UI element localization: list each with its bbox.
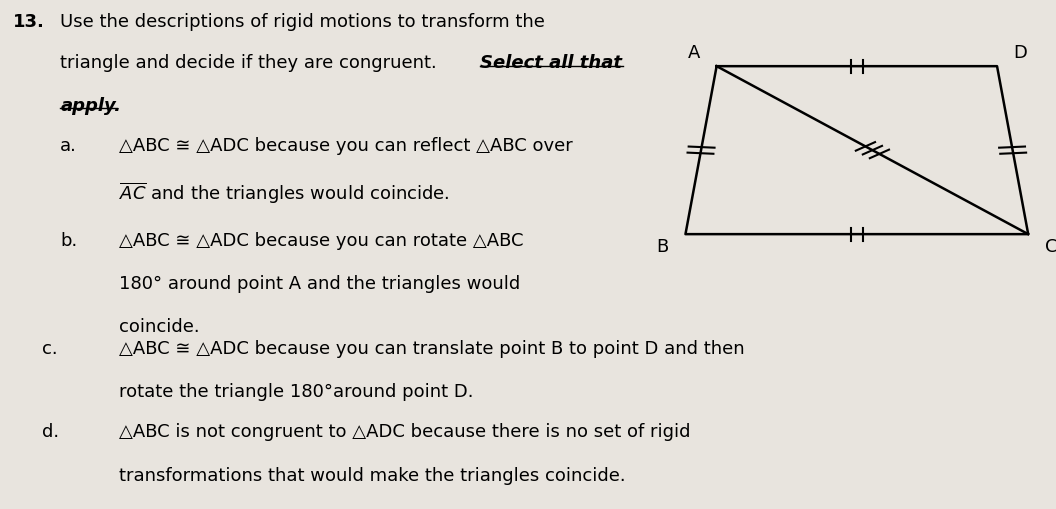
Text: 13.: 13.: [13, 13, 44, 31]
Text: D: D: [1014, 44, 1027, 62]
Text: a.: a.: [60, 137, 77, 155]
Text: d.: d.: [41, 423, 59, 441]
Text: A: A: [687, 44, 700, 62]
Text: Select all that: Select all that: [479, 54, 622, 72]
Text: rotate the triangle 180°around point D.: rotate the triangle 180°around point D.: [119, 383, 474, 401]
Text: triangle and decide if they are congruent.: triangle and decide if they are congruen…: [60, 54, 449, 72]
Text: △ABC ≅ △ADC because you can rotate △ABC: △ABC ≅ △ADC because you can rotate △ABC: [119, 232, 524, 249]
Text: △ABC ≅ △ADC because you can reflect △ABC over: △ABC ≅ △ADC because you can reflect △ABC…: [119, 137, 573, 155]
Text: C: C: [1044, 238, 1056, 256]
Text: b.: b.: [60, 232, 77, 249]
Text: Use the descriptions of rigid motions to transform the: Use the descriptions of rigid motions to…: [60, 13, 545, 31]
Text: △ABC is not congruent to △ADC because there is no set of rigid: △ABC is not congruent to △ADC because th…: [119, 423, 691, 441]
Text: coincide.: coincide.: [119, 318, 200, 336]
Text: apply.: apply.: [60, 97, 121, 115]
Text: 180° around point A and the triangles would: 180° around point A and the triangles wo…: [119, 275, 521, 293]
Text: transformations that would make the triangles coincide.: transformations that would make the tria…: [119, 467, 626, 485]
Text: $\overline{AC}$ and the triangles would coincide.: $\overline{AC}$ and the triangles would …: [119, 181, 450, 206]
Text: △ABC ≅ △ADC because you can translate point B to point D and then: △ABC ≅ △ADC because you can translate po…: [119, 340, 746, 357]
Text: B: B: [657, 238, 668, 256]
Text: c.: c.: [41, 340, 57, 357]
